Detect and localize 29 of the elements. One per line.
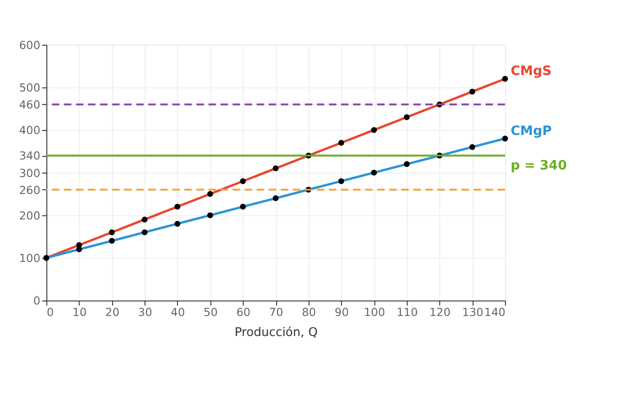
x-tick-label: 0 xyxy=(46,306,54,319)
y-tick-label: 400 xyxy=(19,124,40,138)
y-tick-label: 500 xyxy=(19,82,40,95)
x-tick-label: 120 xyxy=(429,306,451,319)
x-tick-label: 30 xyxy=(138,306,152,319)
y-tick-label: 340 xyxy=(19,150,40,163)
x-tick-label: 110 xyxy=(396,306,418,319)
y-tick-label: 100 xyxy=(19,252,40,266)
series-label: CMgS xyxy=(510,64,552,80)
x-tick-label: 70 xyxy=(269,306,284,319)
series-label: CMgP xyxy=(510,124,552,139)
x-axis-title: Producción, Q xyxy=(234,325,318,340)
y-tick-label: 460 xyxy=(19,98,40,112)
x-tick-label: 130 xyxy=(462,306,484,319)
x-tick-label: 100 xyxy=(364,306,386,319)
x-tick-label: 80 xyxy=(302,306,316,319)
y-tick-label: 600 xyxy=(19,38,40,52)
x-tick-label: 20 xyxy=(105,306,120,319)
y-tick-label: 200 xyxy=(19,209,40,222)
x-tick-label: 50 xyxy=(204,306,218,319)
y-tick-label: 260 xyxy=(19,184,40,197)
x-tick-label: 140 xyxy=(484,306,506,319)
ref-line-label: p = 340 xyxy=(510,158,567,174)
x-tick-label: 40 xyxy=(170,306,185,319)
y-tick-label: 300 xyxy=(19,166,40,180)
y-tick-label: 0 xyxy=(33,294,40,308)
x-tick-label: 10 xyxy=(72,306,87,319)
x-tick-label: 60 xyxy=(236,306,250,319)
x-tick-label: 90 xyxy=(334,306,349,319)
